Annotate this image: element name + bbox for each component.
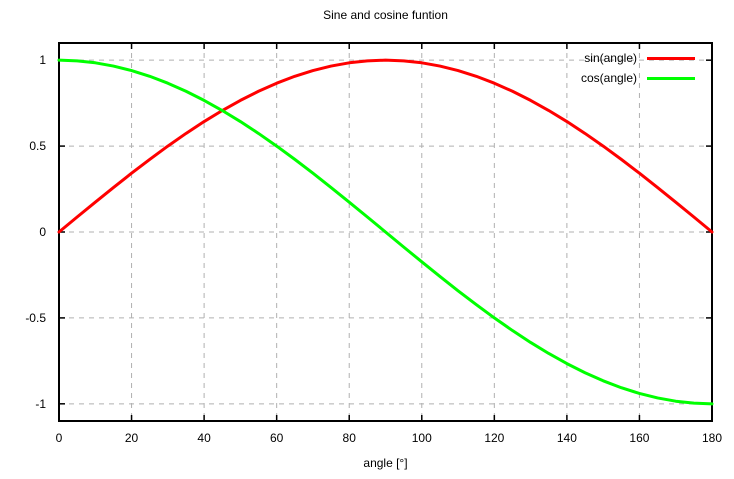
y-tick-label: -1 xyxy=(35,397,46,411)
series-line-1 xyxy=(57,58,714,406)
y-tick-label: 0.5 xyxy=(29,139,46,153)
x-tick-label: 0 xyxy=(56,431,63,445)
x-tick-label: 100 xyxy=(412,431,432,445)
y-tick-label: 0 xyxy=(39,225,46,239)
x-tick-label: 120 xyxy=(484,431,504,445)
x-tick-label: 140 xyxy=(557,431,577,445)
legend-label-sin: sin(angle) xyxy=(584,51,637,65)
x-tick-label: 40 xyxy=(197,431,211,445)
series-line-0 xyxy=(57,58,714,234)
legend-item-cos: cos(angle) xyxy=(581,68,695,88)
legend-item-sin: sin(angle) xyxy=(581,48,695,68)
x-tick-label: 80 xyxy=(343,431,357,445)
y-tick-label: 1 xyxy=(39,53,46,67)
legend-label-cos: cos(angle) xyxy=(580,71,637,85)
x-tick-label: 20 xyxy=(125,431,139,445)
y-tick-label: -0.5 xyxy=(25,311,46,325)
x-tick-label: 180 xyxy=(702,431,722,445)
chart-title: Sine and cosine funtion xyxy=(323,8,448,22)
legend-line-sample-sin xyxy=(647,56,695,60)
legend: sin(angle) cos(angle) xyxy=(581,48,695,88)
x-axis-label: angle [°] xyxy=(363,456,408,470)
legend-line-sample-cos xyxy=(647,76,695,80)
x-tick-label: 60 xyxy=(270,431,284,445)
x-tick-label: 160 xyxy=(629,431,649,445)
